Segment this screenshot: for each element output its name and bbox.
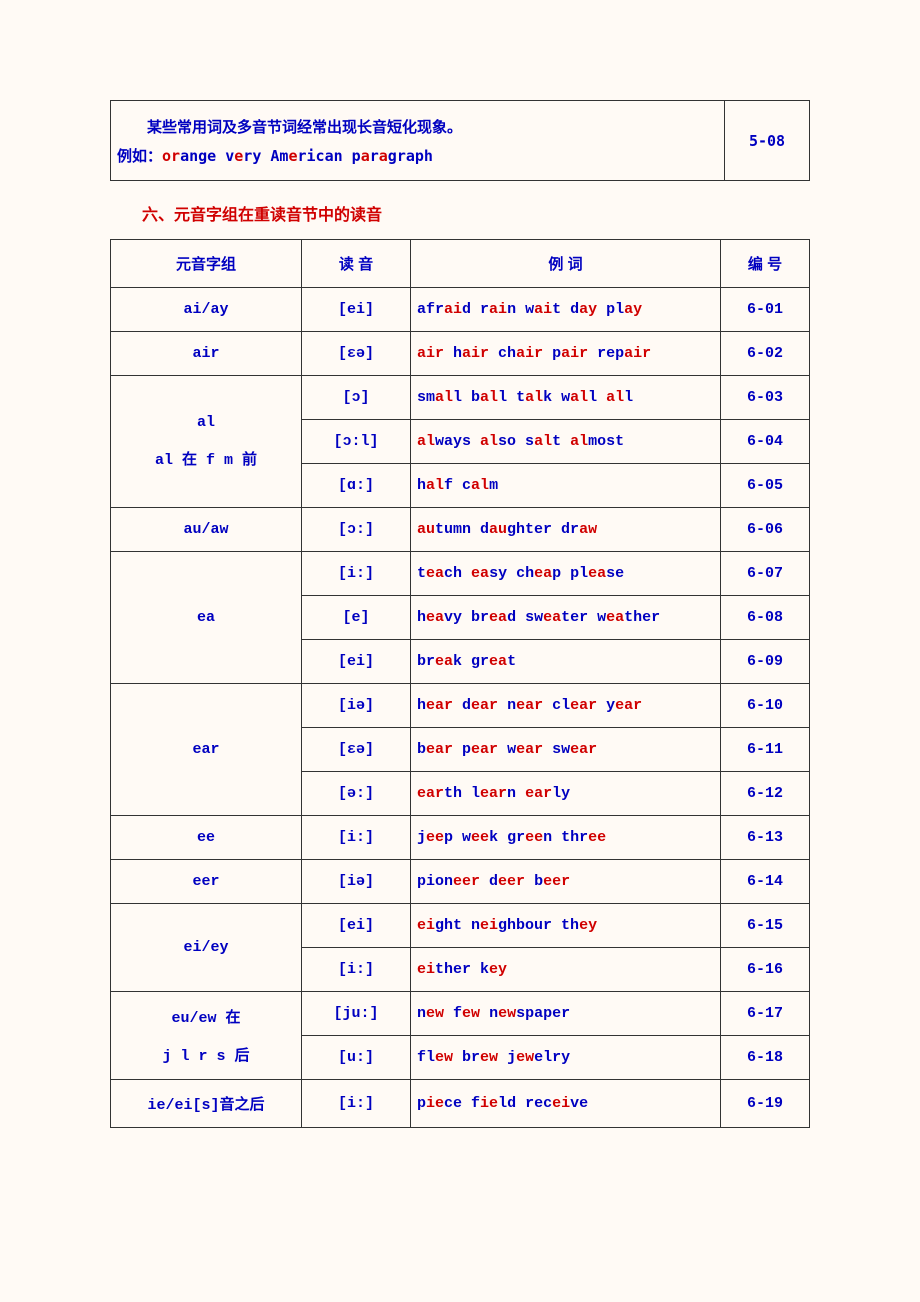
document-page: 某些常用词及多音节词经常出现长音短化现象。 例如：orange very Ame…	[0, 0, 920, 1302]
header-sound: 读 音	[302, 240, 411, 288]
cell-sound: [e]	[302, 596, 411, 640]
cell-examples: eight neighbour they	[411, 904, 721, 948]
cell-examples: hear dear near clear year	[411, 684, 721, 728]
cell-examples: bear pear wear swear	[411, 728, 721, 772]
table-row: eu/ew 在j l r s 后[ju:]new few newspaper6-…	[111, 992, 810, 1036]
cell-examples: teach easy cheap please	[411, 552, 721, 596]
cell-code: 6-04	[721, 420, 810, 464]
table-row: ei/ey[ei]eight neighbour they6-15	[111, 904, 810, 948]
cell-examples: earth learn early	[411, 772, 721, 816]
cell-group: au/aw	[111, 508, 302, 552]
header-examples: 例 词	[411, 240, 721, 288]
cell-examples: afraid rain wait day play	[411, 288, 721, 332]
cell-sound: [i:]	[302, 1080, 411, 1128]
cell-sound: [i:]	[302, 552, 411, 596]
cell-examples: half calm	[411, 464, 721, 508]
cell-sound: [εə]	[302, 728, 411, 772]
cell-examples: break great	[411, 640, 721, 684]
cell-sound: [i:]	[302, 948, 411, 992]
header-group: 元音字组	[111, 240, 302, 288]
table-row: ai/ay[ei]afraid rain wait day play6-01	[111, 288, 810, 332]
cell-group: air	[111, 332, 302, 376]
header-code: 编 号	[721, 240, 810, 288]
cell-sound: [ei]	[302, 904, 411, 948]
cell-sound: [i:]	[302, 816, 411, 860]
table-row: ea[i:]teach easy cheap please6-07	[111, 552, 810, 596]
cell-examples: autumn daughter draw	[411, 508, 721, 552]
cell-code: 6-06	[721, 508, 810, 552]
cell-group: alal 在 f m 前	[111, 376, 302, 508]
section-title: 六、元音字组在重读音节中的读音	[110, 201, 810, 225]
cell-sound: [iə]	[302, 684, 411, 728]
cell-sound: [ei]	[302, 640, 411, 684]
cell-examples: pioneer deer beer	[411, 860, 721, 904]
top-note-example: 例如：orange very American paragraph	[117, 142, 718, 171]
cell-sound: [ei]	[302, 288, 411, 332]
cell-code: 6-19	[721, 1080, 810, 1128]
cell-code: 6-18	[721, 1036, 810, 1080]
cell-code: 6-14	[721, 860, 810, 904]
cell-group: ea	[111, 552, 302, 684]
cell-sound: [ɑ:]	[302, 464, 411, 508]
cell-code: 6-13	[721, 816, 810, 860]
cell-code: 6-02	[721, 332, 810, 376]
cell-examples: either key	[411, 948, 721, 992]
cell-sound: [ɔ:]	[302, 508, 411, 552]
top-note-box: 某些常用词及多音节词经常出现长音短化现象。 例如：orange very Ame…	[110, 100, 810, 181]
cell-group: ie/ei[s]音之后	[111, 1080, 302, 1128]
cell-examples: always also salt almost	[411, 420, 721, 464]
cell-group: ai/ay	[111, 288, 302, 332]
cell-group: ee	[111, 816, 302, 860]
top-note-text: 某些常用词及多音节词经常出现长音短化现象。 例如：orange very Ame…	[111, 101, 725, 180]
cell-group: ear	[111, 684, 302, 816]
cell-sound: [ɔ]	[302, 376, 411, 420]
table-row: ee[i:]jeep week green three6-13	[111, 816, 810, 860]
cell-examples: heavy bread sweater weather	[411, 596, 721, 640]
cell-group: eer	[111, 860, 302, 904]
cell-code: 6-16	[721, 948, 810, 992]
cell-code: 6-01	[721, 288, 810, 332]
cell-code: 6-07	[721, 552, 810, 596]
table-header-row: 元音字组 读 音 例 词 编 号	[111, 240, 810, 288]
table-row: au/aw[ɔ:]autumn daughter draw6-06	[111, 508, 810, 552]
top-note-code: 5-08	[725, 101, 809, 180]
cell-code: 6-15	[721, 904, 810, 948]
cell-code: 6-11	[721, 728, 810, 772]
cell-code: 6-03	[721, 376, 810, 420]
table-row: ear[iə]hear dear near clear year6-10	[111, 684, 810, 728]
cell-examples: small ball talk wall all	[411, 376, 721, 420]
top-note-line1: 某些常用词及多音节词经常出现长音短化现象。	[117, 113, 718, 142]
cell-group: ei/ey	[111, 904, 302, 992]
cell-sound: [ju:]	[302, 992, 411, 1036]
example-content: orange very American paragraph	[162, 147, 433, 165]
cell-group: eu/ew 在j l r s 后	[111, 992, 302, 1080]
cell-sound: [u:]	[302, 1036, 411, 1080]
cell-examples: flew brew jewelry	[411, 1036, 721, 1080]
table-row: alal 在 f m 前[ɔ]small ball talk wall all6…	[111, 376, 810, 420]
cell-examples: piece field receive	[411, 1080, 721, 1128]
vowel-table: 元音字组 读 音 例 词 编 号 ai/ay[ei]afraid rain wa…	[110, 239, 810, 1128]
cell-examples: air hair chair pair repair	[411, 332, 721, 376]
cell-code: 6-05	[721, 464, 810, 508]
cell-examples: new few newspaper	[411, 992, 721, 1036]
table-row: air[εə]air hair chair pair repair6-02	[111, 332, 810, 376]
cell-code: 6-17	[721, 992, 810, 1036]
cell-code: 6-10	[721, 684, 810, 728]
table-row: ie/ei[s]音之后[i:]piece field receive6-19	[111, 1080, 810, 1128]
cell-code: 6-08	[721, 596, 810, 640]
cell-sound: [ə:]	[302, 772, 411, 816]
cell-examples: jeep week green three	[411, 816, 721, 860]
cell-sound: [iə]	[302, 860, 411, 904]
cell-code: 6-12	[721, 772, 810, 816]
example-prefix: 例如：	[117, 147, 162, 165]
table-row: eer[iə]pioneer deer beer6-14	[111, 860, 810, 904]
cell-sound: [ɔ:l]	[302, 420, 411, 464]
cell-sound: [εə]	[302, 332, 411, 376]
cell-code: 6-09	[721, 640, 810, 684]
